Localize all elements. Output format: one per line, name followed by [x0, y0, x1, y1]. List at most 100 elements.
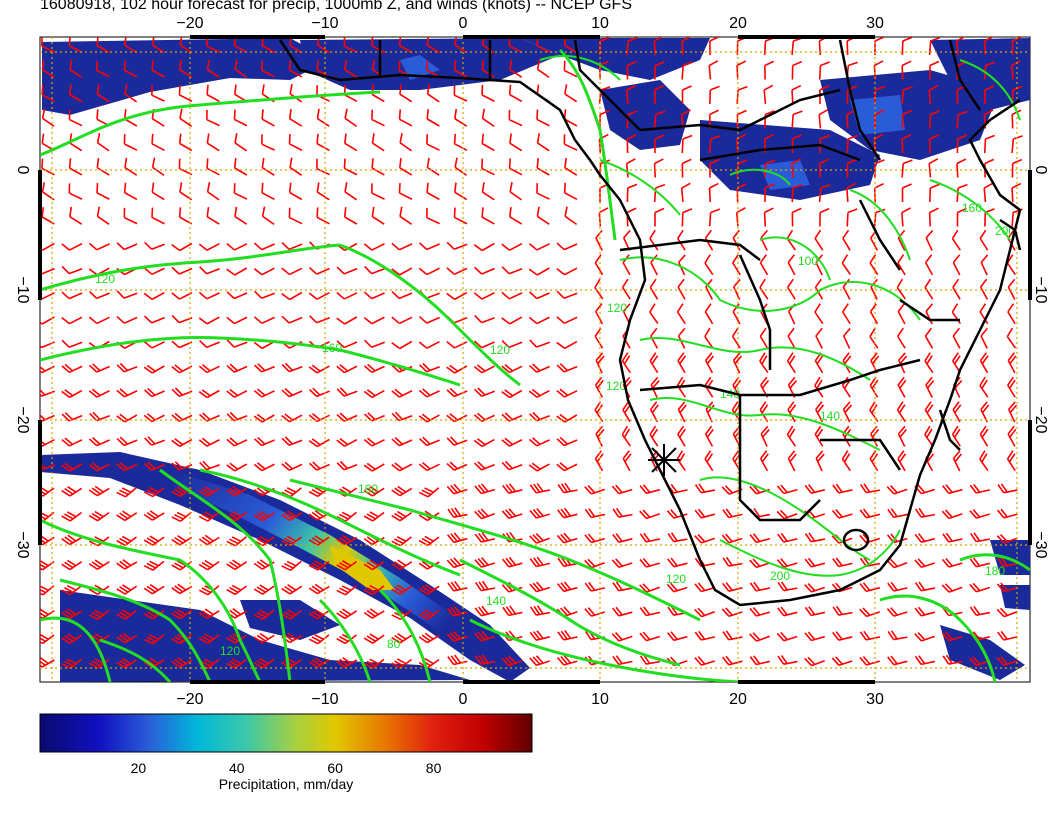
contour-label: 160 [358, 482, 378, 496]
wind-barb [233, 109, 248, 127]
wind-barb [116, 413, 138, 423]
wind-barb [869, 327, 879, 349]
wind-barb [343, 37, 358, 53]
wind-barb [529, 605, 551, 616]
wind-barb [901, 159, 913, 178]
contour-label: 120 [490, 343, 510, 357]
country-border [639, 358, 921, 397]
wind-barb [116, 362, 138, 373]
wind-barb [704, 425, 714, 447]
wind-barb [226, 363, 248, 373]
wind-barb [61, 437, 83, 447]
wind-barb [653, 84, 664, 105]
wind-barb [901, 207, 911, 227]
wind-barb [626, 84, 636, 105]
wind-barb [859, 655, 881, 666]
wind-barb [722, 582, 743, 592]
wind-barb [481, 85, 495, 102]
wind-barb [814, 376, 824, 398]
wind-barb [859, 582, 881, 593]
wind-barb [831, 508, 853, 519]
wind-barb [343, 133, 358, 152]
wind-barb [650, 376, 660, 398]
wind-barb [901, 133, 912, 154]
wind-barb [178, 59, 193, 78]
wind-barb [336, 534, 358, 546]
wind-barb [969, 582, 991, 593]
wind-barb [474, 508, 495, 520]
wind-barb [841, 254, 852, 276]
wind-barb [501, 316, 523, 325]
wind-barb [705, 352, 715, 374]
wind-barb [859, 607, 880, 618]
wind-barb [288, 182, 303, 201]
wind-barb [426, 134, 440, 151]
wind-barb [528, 316, 550, 325]
wind-barb [925, 376, 935, 398]
height-contours [40, 48, 1030, 682]
wind-barb [818, 158, 829, 178]
wind-barb [694, 582, 716, 593]
wind-barb [233, 158, 248, 176]
wind-barb [594, 327, 604, 349]
wind-barb [391, 510, 413, 522]
wind-barb [956, 158, 967, 178]
wind-barb [786, 352, 796, 374]
precip-patch [400, 55, 440, 80]
wind-barb [363, 584, 385, 596]
wind-barb [391, 316, 413, 325]
wind-barb [473, 340, 495, 349]
wind-barb [151, 85, 165, 102]
wind-barb [198, 534, 220, 546]
wind-barb [446, 436, 468, 446]
wind-barb [61, 243, 83, 251]
contour-label: 140 [820, 409, 840, 423]
wind-barb [143, 583, 165, 595]
wind-barb [709, 37, 720, 56]
wind-barb [929, 60, 940, 80]
wind-barb [681, 37, 692, 56]
wind-barb [61, 584, 82, 596]
country-border [619, 238, 761, 261]
wind-barb [984, 85, 995, 104]
country-border [639, 88, 841, 132]
country-border [899, 298, 960, 322]
wind-barb [144, 315, 165, 324]
wind-barb [897, 254, 906, 276]
wind-barb [124, 84, 138, 103]
wind-barb [980, 254, 989, 276]
wind-barb [736, 183, 747, 203]
wind-barb [556, 532, 578, 544]
wind-barb [502, 483, 523, 494]
wind-barb [446, 461, 468, 471]
wind-barb [666, 509, 688, 519]
wind-barb [253, 413, 275, 423]
wind-barb [151, 60, 165, 78]
height-contour [378, 588, 432, 682]
wind-barb [528, 291, 550, 300]
land-contour [599, 159, 681, 216]
wind-barb [116, 436, 138, 447]
wind-barb [901, 109, 913, 129]
wind-barb [281, 560, 302, 572]
wind-barb [563, 134, 578, 151]
wind-barb [979, 352, 989, 374]
wind-barb [171, 657, 193, 668]
wind-barb [364, 339, 385, 348]
wind-barb [955, 37, 966, 56]
wind-barb [474, 630, 496, 642]
longitude-tick-label: −20 [176, 691, 203, 708]
wind-barb [996, 508, 1018, 519]
wind-barb [777, 532, 798, 543]
wind-barb [88, 437, 110, 447]
wind-barb [901, 60, 912, 80]
wind-barb [446, 631, 468, 642]
colorbar-tick-label: 60 [327, 760, 343, 776]
wind-barb [371, 206, 385, 225]
wind-barb [226, 388, 248, 398]
wind-barb [234, 206, 248, 225]
latitude-tick-label: −30 [1032, 531, 1049, 558]
wind-barb [924, 254, 934, 276]
land-contour [539, 55, 621, 81]
wind-barb [536, 109, 550, 127]
